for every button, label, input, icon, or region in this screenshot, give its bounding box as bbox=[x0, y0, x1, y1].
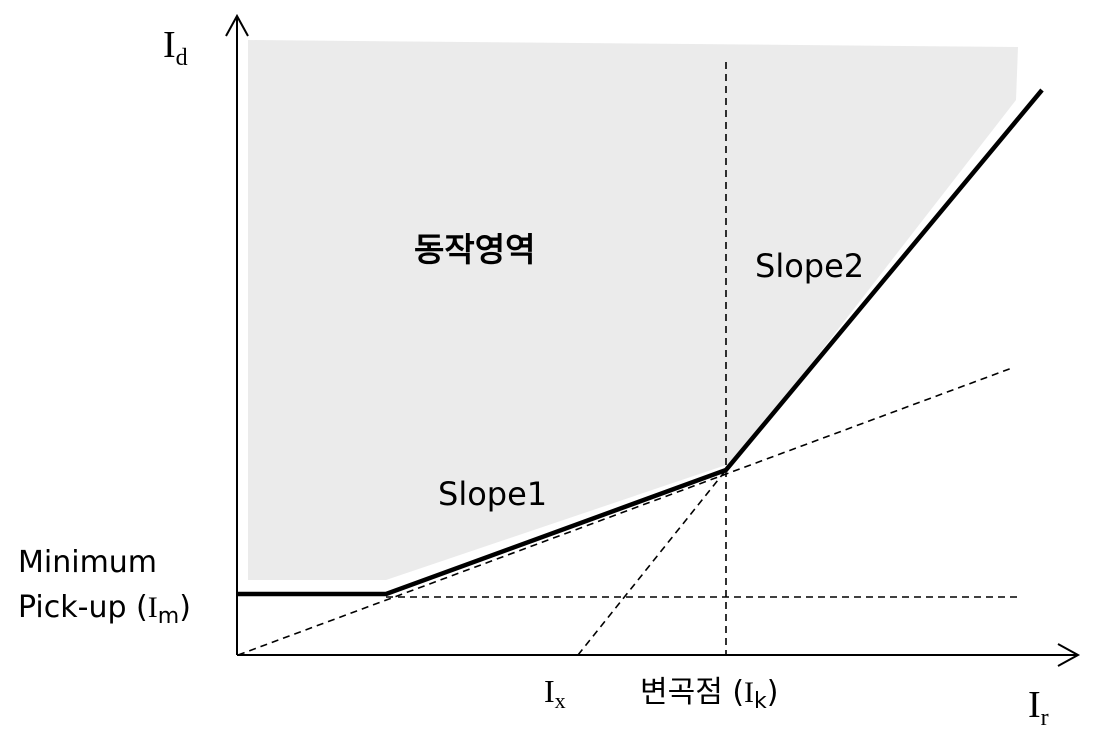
slope1-label: Slope1 bbox=[438, 475, 547, 513]
y-axis-label: Id bbox=[163, 24, 188, 71]
min-pickup-label-line2: Pick-up (Im) bbox=[18, 590, 191, 629]
x-axis-arrow bbox=[1057, 643, 1081, 667]
x-axis-label: Ir bbox=[1028, 684, 1049, 731]
characteristic-curve bbox=[238, 88, 1044, 597]
knee-point-label: 변곡점 (Ik) bbox=[640, 675, 779, 714]
operating-region bbox=[248, 40, 1018, 580]
slope2-label: Slope2 bbox=[755, 247, 864, 285]
min-pickup-label-line1: Minimum bbox=[18, 545, 157, 580]
axes bbox=[225, 13, 1081, 667]
dashed-guides bbox=[237, 62, 1018, 656]
y-axis-arrow bbox=[225, 13, 249, 37]
slope2-extension-line bbox=[577, 469, 727, 656]
operating-region-label: 동작영역 bbox=[414, 230, 535, 269]
ix-label: Ix bbox=[544, 673, 566, 713]
slope1-extension-line bbox=[237, 367, 1013, 656]
